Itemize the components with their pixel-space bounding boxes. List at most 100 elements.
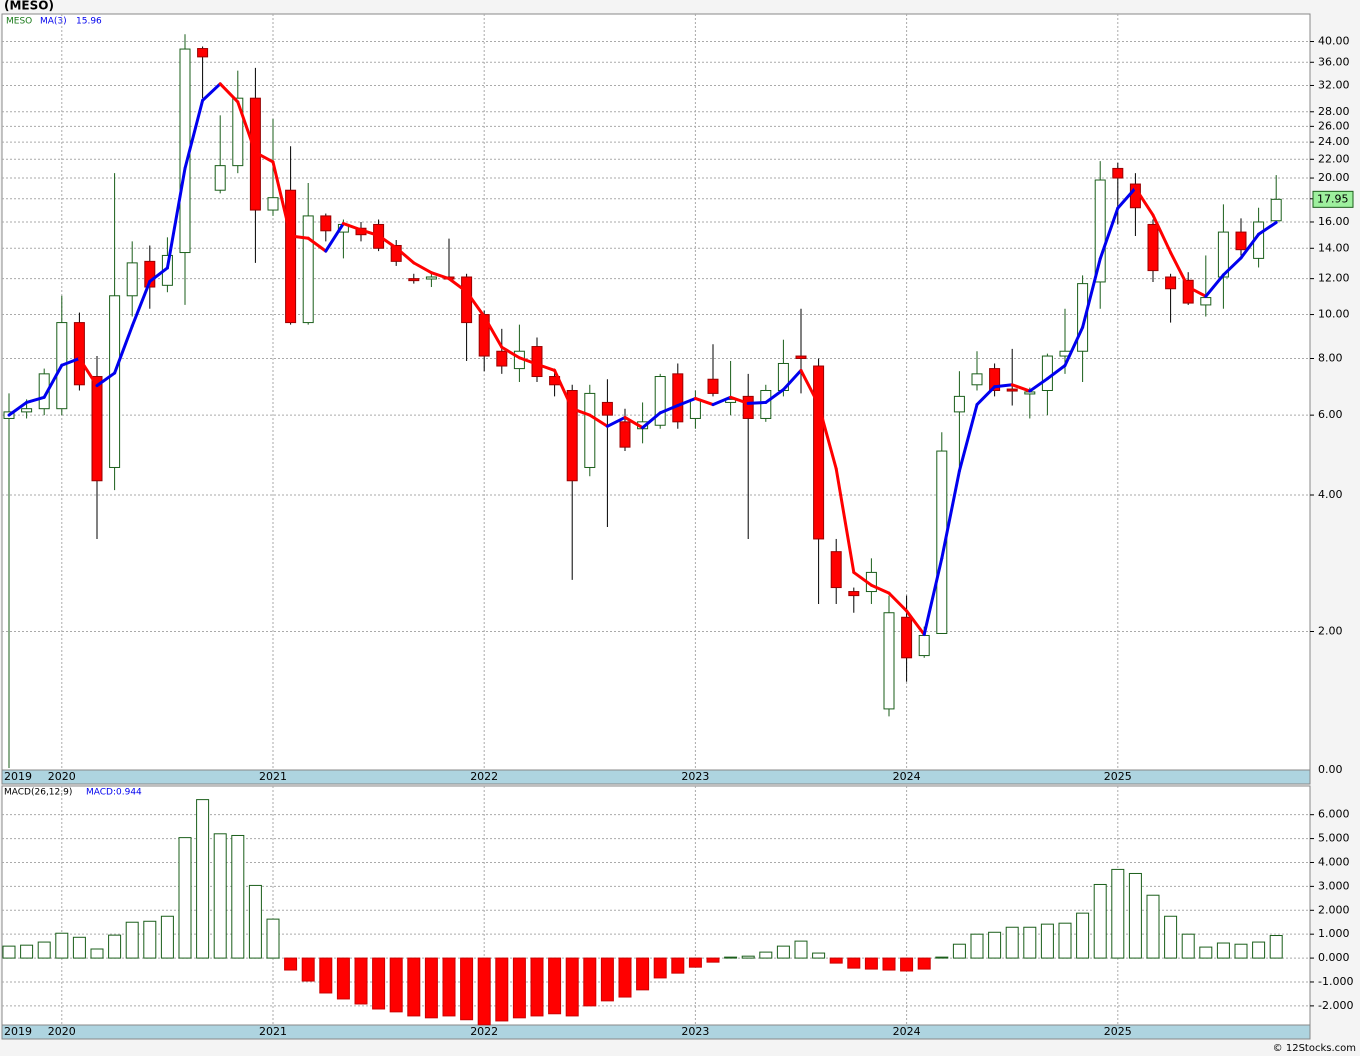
macd-bar <box>266 918 280 959</box>
ma-segment <box>341 222 363 232</box>
candle-body <box>848 591 860 597</box>
candle-body <box>883 612 895 710</box>
candle-body <box>408 278 420 282</box>
candle-body <box>285 189 297 324</box>
ma-segment <box>834 467 856 574</box>
macd-bar <box>618 957 632 998</box>
x-tick-label: 2020 <box>48 770 76 783</box>
macd-bar <box>794 940 808 959</box>
macd-bar <box>143 920 157 959</box>
ma-segment <box>729 395 750 405</box>
candle-body <box>21 408 33 413</box>
ma-segment <box>1063 325 1085 368</box>
candle-body <box>1200 297 1212 306</box>
candle-body <box>232 97 244 167</box>
y-tick-label: 1.000 <box>1318 927 1350 940</box>
ma-segment <box>623 415 645 430</box>
macd-bar <box>671 957 685 974</box>
macd-bar <box>248 884 262 959</box>
ma-segment <box>553 368 574 411</box>
candle-body <box>109 295 121 468</box>
macd-bar <box>495 957 509 1022</box>
candle-body <box>1077 283 1089 352</box>
ma-segment <box>1221 256 1243 277</box>
y-tick-label: -2.000 <box>1318 999 1353 1012</box>
last-price-tag <box>1312 190 1354 208</box>
ma-segment <box>183 98 205 170</box>
macd-bar <box>1234 943 1248 959</box>
macd-bar <box>1005 926 1019 959</box>
y-tick-label: -1.000 <box>1318 975 1353 988</box>
macd-bar <box>460 957 474 1021</box>
ma-segment <box>781 368 803 392</box>
ma-segment <box>676 396 697 408</box>
macd-bar <box>741 955 755 959</box>
macd-bar <box>301 957 315 982</box>
macd-bar <box>125 921 139 959</box>
ma-segment <box>429 271 451 281</box>
ma-legend-value: 15.96 <box>76 17 102 27</box>
ma-segment <box>1169 251 1190 289</box>
candle-body <box>496 350 508 367</box>
ma-segment <box>887 591 909 613</box>
candle-body <box>760 389 772 419</box>
ma-segment <box>465 290 486 319</box>
candle-body <box>91 376 103 482</box>
macd-bar <box>706 957 720 963</box>
candle-body <box>197 48 209 58</box>
ma-segment <box>658 404 680 415</box>
ma-segment <box>975 385 997 407</box>
ma-segment <box>306 236 328 253</box>
y-tick-label: 0.000 <box>1318 951 1350 964</box>
macd-bar <box>55 932 69 959</box>
candle-body <box>795 355 807 359</box>
ma-segment <box>201 82 222 102</box>
macd-bar <box>1164 915 1178 959</box>
ma-segment <box>1186 285 1208 298</box>
candle-body <box>425 276 437 280</box>
macd-bar <box>565 957 579 1017</box>
candle-body <box>619 421 631 448</box>
macd-bar <box>37 941 51 959</box>
ma-segment <box>148 266 169 283</box>
ma-segment <box>517 356 539 366</box>
ma-segment <box>7 400 29 417</box>
macd-bar <box>424 957 438 1019</box>
y-tick-label: 3.000 <box>1318 879 1350 892</box>
candle-body <box>601 401 613 416</box>
candle-body <box>918 634 930 657</box>
y-floor-label: 0.00 <box>1318 763 1343 776</box>
ma-segment <box>289 234 310 240</box>
ma-segment <box>25 395 46 404</box>
macd-bar <box>829 957 843 964</box>
macd-bar <box>1076 912 1090 959</box>
candle-body <box>126 262 138 297</box>
candle-body <box>1041 355 1053 391</box>
y-tick-label: 16.00 <box>1318 215 1350 228</box>
x-tick-label: 2019 <box>4 770 32 783</box>
ma-segment <box>60 356 81 367</box>
ma-segment <box>218 82 240 104</box>
x-tick-label: 2021 <box>259 1025 287 1038</box>
ma-segment <box>1098 206 1120 261</box>
macd-bar <box>759 951 773 959</box>
macd-bar <box>1111 868 1125 959</box>
ma-segment <box>359 228 381 238</box>
y-tick-label: 4.00 <box>1318 488 1343 501</box>
ma-segment <box>605 415 627 428</box>
ma-segment <box>42 363 64 399</box>
ma-segment <box>1133 186 1155 217</box>
macd-bar <box>196 799 210 959</box>
ma-segment <box>852 570 873 587</box>
ma-segment <box>1239 232 1261 260</box>
macd-bar <box>952 943 966 959</box>
ma-segment <box>817 403 838 471</box>
ma-segment <box>641 411 662 430</box>
macd-bar <box>1146 894 1160 959</box>
ma-segment <box>799 368 821 407</box>
ma-segment <box>500 345 521 360</box>
y-tick-label: 24.00 <box>1318 135 1350 148</box>
y-tick-label: 5.000 <box>1318 832 1350 845</box>
